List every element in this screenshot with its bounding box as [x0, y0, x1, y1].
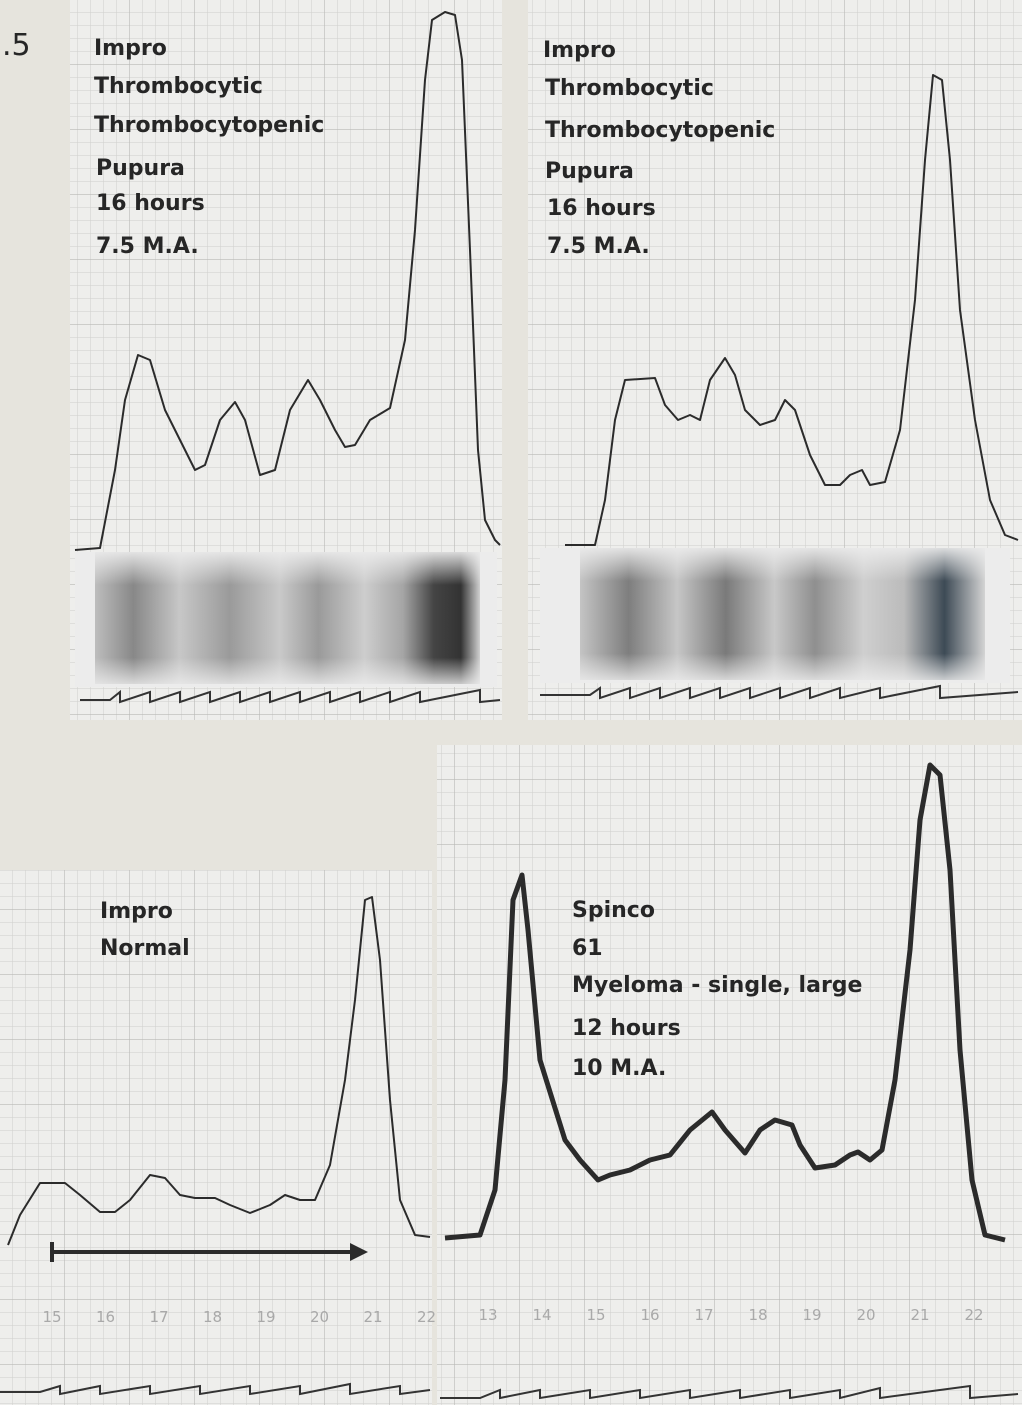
label-line: 12 hours — [572, 1016, 681, 1041]
label-line: 61 — [572, 936, 603, 961]
label-line: 7.5 M.A. — [96, 234, 199, 259]
scale-label: 15 — [586, 1306, 605, 1324]
label-line: Pupura — [545, 159, 634, 184]
scale-label: 19 — [802, 1306, 821, 1324]
electrophoresis-strips — [75, 548, 1010, 687]
label-line: Thrombocytopenic — [94, 113, 324, 138]
scale-label: 19 — [256, 1308, 275, 1326]
scale-label: 14 — [532, 1306, 551, 1324]
scale-label: 17 — [149, 1308, 168, 1326]
scale-label: 17 — [694, 1306, 713, 1324]
label-line: Impro — [100, 899, 173, 924]
label-line: 10 M.A. — [572, 1056, 666, 1081]
label-line: 16 hours — [96, 191, 205, 216]
label-line: Myeloma - single, large — [572, 973, 862, 998]
label-line: Thrombocytic — [545, 76, 714, 101]
label-line: Normal — [100, 936, 190, 961]
scale-label: 18 — [203, 1308, 222, 1326]
scale-label: 22 — [417, 1308, 436, 1326]
scale-label: 20 — [310, 1308, 329, 1326]
scale-label: 22 — [964, 1306, 983, 1324]
label-line: Impro — [94, 36, 167, 61]
scale-label: 18 — [748, 1306, 767, 1324]
figure: .5 Impro Thrombocytic Thrombocytopenic P… — [0, 0, 1022, 1405]
scale-label: 16 — [640, 1306, 659, 1324]
label-line: Thrombocytic — [94, 74, 263, 99]
label-line: Spinco — [572, 898, 655, 923]
label-line: Pupura — [96, 156, 185, 181]
page: .5 Impro Thrombocytic Thrombocytopenic P… — [0, 0, 1022, 1405]
scale-label: 13 — [478, 1306, 497, 1324]
label-line: Impro — [543, 38, 616, 63]
label-line: 16 hours — [547, 196, 656, 221]
scale-label: 21 — [910, 1306, 929, 1324]
label-line: 7.5 M.A. — [547, 234, 650, 259]
scale-label: 15 — [42, 1308, 61, 1326]
scale-label: 20 — [856, 1306, 875, 1324]
scale-label: 21 — [363, 1308, 382, 1326]
figure-label: .5 — [2, 28, 31, 63]
scale-label: 16 — [96, 1308, 115, 1326]
label-line: Thrombocytopenic — [545, 118, 775, 143]
